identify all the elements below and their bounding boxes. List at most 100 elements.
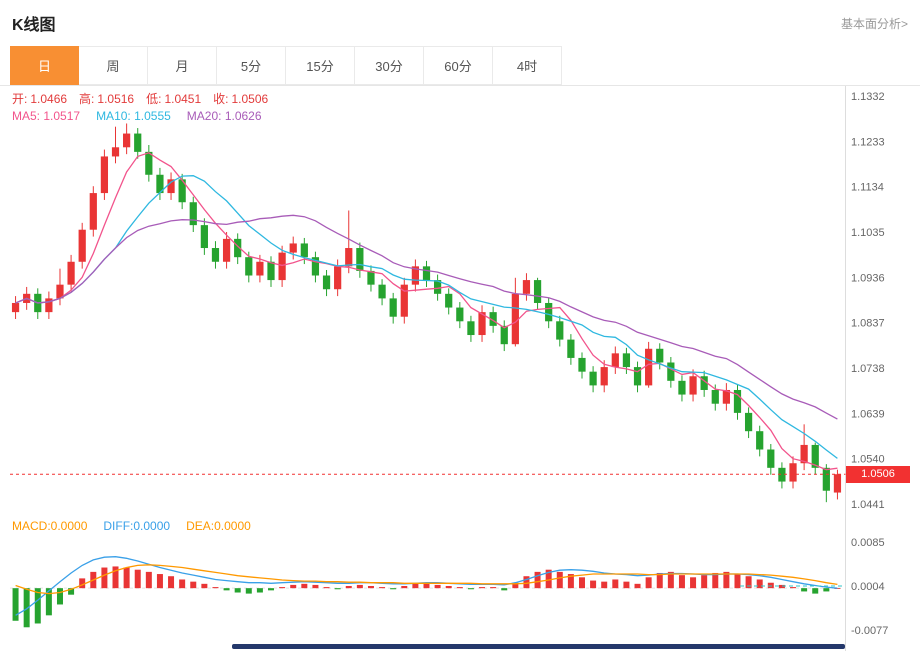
candle [678, 380, 686, 395]
candle [778, 467, 786, 482]
macd-bar [701, 575, 708, 589]
macd-chart-canvas[interactable]: 0.0085 0.0004 -0.0077 [0, 514, 920, 651]
candle [633, 367, 642, 386]
candle [445, 293, 453, 308]
y-axis-label: 1.0738 [851, 363, 885, 375]
macd-bar [312, 584, 319, 589]
timeframe-tabs: 日 周 月 5分 15分 30分 60分 4时 [0, 46, 920, 86]
macd-bar [501, 588, 508, 591]
candle [322, 275, 331, 290]
macd-bar [12, 588, 19, 621]
macd-bar [245, 588, 252, 594]
ohlc-high-value: 1.0516 [97, 92, 135, 106]
candle [45, 298, 53, 313]
macd-bar [723, 571, 730, 589]
macd-bar [767, 582, 774, 589]
candle [356, 248, 364, 271]
candle [689, 376, 697, 395]
candle [467, 321, 475, 336]
candle [311, 257, 320, 276]
ohlc-high-label: 高: [79, 92, 95, 106]
y-axis-label: 1.0837 [851, 318, 885, 330]
candle [500, 325, 508, 345]
candle [411, 266, 420, 285]
tab-60min[interactable]: 60分 [424, 46, 493, 85]
candle [833, 474, 842, 493]
candle [578, 357, 586, 372]
y-axis-label: 1.1332 [851, 91, 885, 103]
diff-value: 0.0000 [133, 519, 171, 533]
tab-week[interactable]: 周 [79, 46, 148, 85]
y-axis-label: 1.0441 [851, 499, 885, 511]
macd-bar [434, 584, 441, 589]
macd-bar [223, 588, 230, 591]
candle [300, 243, 308, 258]
tab-5min[interactable]: 5分 [217, 46, 286, 85]
candle [489, 312, 497, 326]
dea-line [15, 564, 838, 595]
macd-readout: MACD:0.0000 DIFF:0.0000 DEA:0.0000 [12, 519, 251, 533]
ohlc-readout: 开: 1.0466 高: 1.0516 低: 1.0451 收: 1.0506 [12, 90, 280, 107]
ma5-label: MA5: [12, 109, 41, 123]
candle [267, 261, 275, 281]
candle [56, 284, 64, 299]
candlestick-chart-canvas[interactable]: 1.1332 1.1233 1.1134 1.1035 1.0936 1.0837 1.07… [0, 86, 920, 514]
macd-axis-label: 0.0085 [851, 537, 885, 549]
macd-bar [490, 587, 497, 589]
macd-label: MACD: [12, 519, 51, 533]
macd-bar [556, 571, 563, 589]
fundamental-analysis-link[interactable]: 基本面分析> [840, 16, 908, 31]
tab-day[interactable]: 日 [10, 46, 79, 85]
ma10-line [15, 175, 838, 459]
candle [700, 376, 708, 390]
macd-panel: 0.0085 0.0004 -0.0077 MACD:0.0000 DIFF:0.0… [0, 514, 920, 651]
candle [211, 248, 220, 262]
ohlc-close-label: 收: [213, 92, 229, 106]
candle [733, 389, 742, 413]
macd-bar [623, 581, 630, 589]
candle [667, 362, 675, 381]
candle [645, 348, 653, 386]
macd-bar [290, 584, 297, 589]
macd-bar [268, 588, 275, 591]
macd-bar [34, 588, 41, 624]
candle [200, 225, 208, 249]
candle [189, 202, 197, 226]
macd-bar [345, 586, 352, 589]
ohlc-open-label: 开: [12, 92, 28, 106]
current-price-badge: 1.0506 [846, 466, 910, 484]
candle [245, 257, 253, 276]
macd-bar [412, 583, 419, 589]
candle [822, 467, 830, 491]
candle [767, 449, 775, 468]
candle [456, 307, 464, 322]
chart-scrollbar[interactable] [232, 644, 845, 649]
macd-bar [545, 569, 552, 589]
candle [522, 280, 531, 294]
candle [167, 179, 175, 194]
tab-30min[interactable]: 30分 [355, 46, 424, 85]
macd-bar [379, 587, 386, 589]
candle [123, 133, 131, 148]
macd-bar [578, 577, 585, 589]
candle [222, 238, 231, 262]
candle [711, 389, 719, 404]
macd-bar [823, 588, 830, 592]
candle [800, 444, 808, 464]
macd-bar [56, 588, 63, 605]
macd-bar [323, 587, 330, 589]
candle [100, 156, 109, 194]
ma20-value: 1.0626 [224, 109, 262, 123]
candle [533, 280, 542, 303]
ma20-line [15, 214, 838, 420]
candle [289, 243, 297, 253]
candle [156, 174, 164, 194]
ma20-label: MA20: [186, 109, 222, 123]
tab-month[interactable]: 月 [148, 46, 217, 85]
macd-bar [445, 586, 452, 589]
tab-4hour[interactable]: 4时 [493, 46, 562, 85]
macd-bar [567, 574, 574, 589]
y-axis-label: 1.1035 [851, 227, 885, 239]
macd-bar [801, 588, 808, 592]
tab-15min[interactable]: 15分 [286, 46, 355, 85]
